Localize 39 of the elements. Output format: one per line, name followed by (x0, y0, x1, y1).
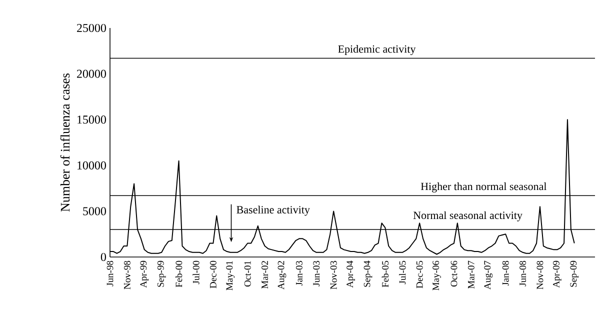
x-tick-label: May-06 (432, 260, 441, 290)
x-tick-label: Apr-99 (140, 260, 149, 288)
x-tick-label: Jul-05 (399, 260, 406, 284)
y-tick-label: 25000 (77, 24, 106, 32)
y-tick-label: 10000 (78, 161, 106, 170)
x-tick-label: Nov-98 (124, 260, 130, 290)
x-tick-label: Apr-04 (346, 260, 355, 288)
y-tick-label: 20000 (77, 70, 106, 78)
annotation: Baseline activity (236, 206, 310, 216)
x-tick-label: Dec-00 (210, 260, 216, 288)
x-tick-label: Jan-03 (296, 260, 302, 286)
x-tick-label: Dec-05 (416, 260, 423, 288)
x-tick-label: Nov-03 (330, 260, 337, 290)
x-tick-label: Apr-09 (552, 260, 562, 288)
ref-line-label: Normal seasonal activity (413, 211, 522, 222)
y-tick-label: 0 (100, 252, 106, 262)
x-tick-label: Jun-98 (106, 260, 114, 286)
x-tick-label: Feb-00 (175, 260, 182, 288)
ref-line-label: Higher than normal seasonal (420, 182, 547, 192)
x-tick-label: Feb-05 (382, 260, 389, 288)
x-tick-label: Jul-00 (192, 260, 200, 284)
x-tick-label: Oct-01 (244, 261, 251, 287)
y-axis-title: Number of influenza cases (60, 73, 70, 212)
x-tick-label: Aug-07 (484, 260, 493, 290)
y-tick-label: 15000 (78, 116, 106, 124)
x-tick-label: May-01 (226, 261, 235, 290)
x-tick-label: Oct-06 (450, 260, 458, 287)
x-tick-label: Jun-08 (520, 260, 526, 286)
x-tick-label: Sep-99 (157, 260, 166, 287)
x-tick-label: Mar-02 (262, 261, 268, 289)
x-tick-label: Sep-09 (570, 260, 579, 287)
x-tick-label: Mar-07 (468, 260, 474, 289)
x-tick-label: Jan-08 (502, 260, 509, 286)
x-tick-label: Aug-02 (278, 261, 286, 290)
x-tick-label: Nov-08 (536, 260, 544, 290)
x-tick-label: Sep-04 (364, 260, 372, 287)
ref-line-label: Epidemic activity (338, 45, 416, 56)
x-tick-label: Jun-03 (313, 260, 320, 286)
y-tick-label: 5000 (83, 207, 106, 216)
